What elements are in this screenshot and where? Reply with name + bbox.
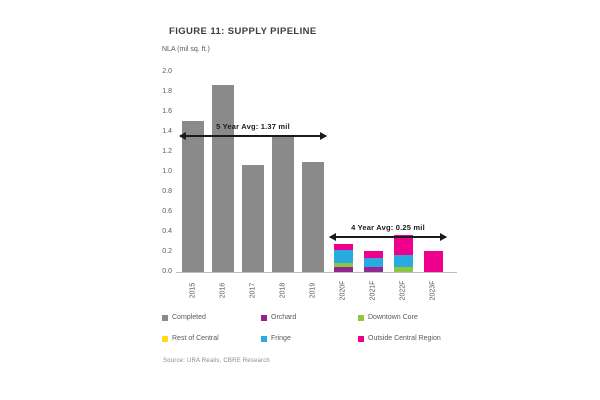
avg-arrow-line (180, 135, 326, 137)
bar-segment-downtown-core (393, 267, 413, 272)
bar-segment-outside-central-region (393, 235, 413, 255)
bar-segment-orchard (363, 267, 383, 272)
y-tick-label: 2.0 (162, 68, 172, 75)
bar-segment-fringe (393, 255, 413, 267)
bar-segment-completed (302, 162, 324, 272)
legend-label: Outside Central Region (368, 335, 441, 342)
y-tick-label: 1.6 (162, 108, 172, 115)
y-tick-label: 0.4 (162, 228, 172, 235)
chart-title: FIGURE 11: SUPPLY PIPELINE (169, 26, 317, 37)
bar-segment-outside-central-region (363, 251, 383, 258)
bar-segment-downtown-core (333, 263, 353, 267)
y-tick-label: 0.2 (162, 248, 172, 255)
bar-segment-orchard (333, 267, 353, 272)
avg-arrow-line (330, 236, 446, 238)
legend-label: Downtown Core (368, 314, 418, 321)
legend-item-rest-of-central: Rest of Central (162, 335, 219, 342)
bar-segment-completed (212, 85, 234, 272)
y-axis-label: NLA (mil sq. ft.) (162, 46, 210, 53)
legend-item-downtown-core: Downtown Core (358, 314, 418, 321)
avg-annotation-label: 4 Year Avg: 0.25 mil (351, 223, 425, 232)
avg-arrow-head-left (329, 233, 336, 241)
bar-segment-fringe (363, 258, 383, 267)
legend-swatch-icon (162, 314, 168, 321)
x-axis-line (176, 272, 457, 273)
y-tick-label: 1.4 (162, 128, 172, 135)
legend-label: Completed (172, 314, 206, 321)
y-tick-label: 1.8 (162, 88, 172, 95)
bar-segment-outside-central-region (423, 251, 443, 272)
bar-segment-completed (272, 137, 294, 272)
legend-item-outside-central-region: Outside Central Region (358, 335, 441, 342)
source-note: Source: URA Realis, CBRE Research (163, 358, 270, 364)
legend-swatch-icon (162, 335, 168, 342)
y-tick-label: 0.6 (162, 208, 172, 215)
legend-label: Rest of Central (172, 335, 219, 342)
bar-segment-outside-central-region (333, 244, 353, 250)
avg-arrow-head-left (179, 132, 186, 140)
legend-swatch-icon (261, 335, 267, 342)
avg-annotation-label: 5 Year Avg: 1.37 mil (216, 122, 290, 131)
y-tick-label: 0.8 (162, 188, 172, 195)
legend-swatch-icon (261, 314, 267, 321)
y-tick-label: 0.0 (162, 268, 172, 275)
legend-swatch-icon (358, 314, 364, 321)
avg-arrow-head-right (320, 132, 327, 140)
legend-swatch-icon (358, 335, 364, 342)
y-tick-label: 1.0 (162, 168, 172, 175)
bar-segment-completed (242, 165, 264, 272)
legend-item-completed: Completed (162, 314, 206, 321)
legend-item-fringe: Fringe (261, 335, 291, 342)
legend-label: Fringe (271, 335, 291, 342)
y-tick-label: 1.2 (162, 148, 172, 155)
avg-arrow-head-right (440, 233, 447, 241)
bar-segment-fringe (333, 250, 353, 263)
legend-item-orchard: Orchard (261, 314, 296, 321)
bar-segment-completed (182, 121, 204, 272)
legend-label: Orchard (271, 314, 297, 321)
